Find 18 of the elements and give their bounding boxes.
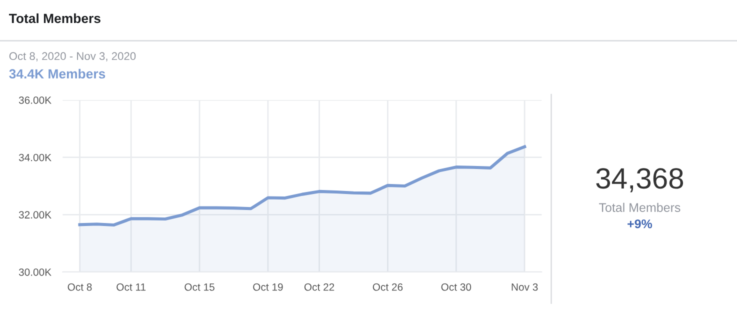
x-tick-label: Nov 3 — [512, 283, 538, 291]
text: Total Members — [599, 202, 680, 212]
y-tick-label: 36.00K — [18, 96, 52, 104]
y-tick-label: 30.00K — [18, 268, 52, 276]
text: 34.4K Members — [9, 68, 106, 79]
text: 34,368 — [596, 168, 684, 192]
chart-subtitle: Oct 8, 2020 - Nov 3, 2020 — [9, 52, 136, 62]
x-tick-label: Oct 11 — [116, 283, 146, 291]
x-tick-label: Oct 15 — [184, 283, 214, 291]
x-tick-label: Oct 8 — [68, 283, 92, 291]
x-tick-label: Oct 26 — [372, 283, 403, 291]
x-tick-label: Oct 19 — [253, 283, 283, 291]
x-tick-label: Oct 30 — [441, 283, 472, 291]
y-tick-label: 34.00K — [18, 154, 52, 162]
text: Total Members — [8, 13, 100, 24]
y-tick-label: 32.00K — [18, 211, 52, 219]
text: +9% — [628, 219, 652, 228]
x-tick-label: Oct 22 — [304, 283, 334, 291]
